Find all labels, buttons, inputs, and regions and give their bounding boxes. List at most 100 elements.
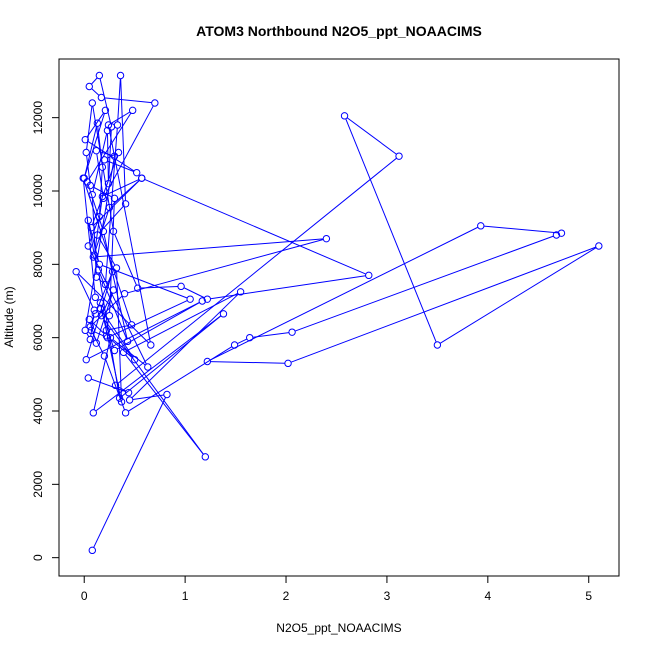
y-tick-label: 0 [31,554,45,561]
data-point [186,295,194,303]
series-segment [106,133,109,181]
series-segment [96,274,112,312]
data-point [98,192,107,201]
data-point [128,106,137,115]
series-segment [104,97,152,104]
data-point [95,260,104,269]
data-point [103,126,112,135]
series-segment [118,386,127,392]
series-segment [78,273,149,344]
series-segment [84,126,98,176]
data-point [90,251,99,259]
data-point [81,326,89,335]
series-segment [346,117,397,155]
series-segment [92,133,108,192]
data-point [99,194,108,203]
plot-frame [58,58,620,577]
series-segment [144,178,367,275]
data-point [102,326,111,335]
series-segment [108,337,133,358]
data-point [82,355,90,364]
data-point [102,332,111,340]
data-point [105,311,114,320]
data-point [595,242,603,250]
data-point [552,231,561,239]
series-segment [105,179,140,196]
data-point [97,93,106,102]
x-tick-label: 4 [484,589,491,603]
series-segment [93,397,167,548]
series-segment [183,287,205,299]
x-tick-label: 1 [182,589,189,603]
data-point [365,271,373,280]
data-point [81,135,89,144]
series-segment [126,292,239,352]
data-point [113,121,122,129]
y-axis: 0 2000 4000 6000 8000 10000 12000 [31,101,60,561]
data-point [134,284,142,292]
series-segment [94,199,103,253]
data-point [288,328,296,336]
data-point [82,148,90,157]
series-segment [99,170,103,214]
x-axis-label: N2O5_ppt_NOAACIMS [276,621,401,635]
data-point [121,409,130,417]
data-point [116,71,125,80]
series-segment [210,275,366,300]
data-point [120,289,129,298]
data-point [87,223,95,232]
data-point [106,333,115,342]
data-point [395,152,403,160]
series-segment [108,130,112,181]
series-segment [209,226,479,361]
series-segment [77,274,94,308]
data-point [125,396,134,404]
series-segment [112,339,146,366]
series-segment [84,113,105,176]
series-segment [83,181,96,295]
series-segment [210,361,285,364]
series-segment [86,155,91,183]
series-segment [237,338,248,345]
data-point [90,306,99,314]
data-point [96,299,105,307]
series-segment [117,157,397,384]
y-tick-label: 8000 [31,251,45,278]
chart-title: ATOM3 Northbound N2O5_ppt_NOAACIMS [196,23,482,39]
data-point [95,71,104,80]
data-point [103,333,112,342]
series-segment [483,225,559,234]
series-segment [345,118,437,343]
series-segment [92,332,104,354]
series-segment [96,238,324,258]
series-segment [121,315,222,397]
data-point [84,242,92,250]
data-point [93,119,102,127]
data-point [151,99,159,107]
series-segment [91,155,118,225]
data-point [92,339,101,347]
series-segment [117,78,121,122]
data-point [433,341,442,349]
data-point [87,326,95,335]
data-point [86,181,94,190]
data-point [88,546,96,555]
data-point [132,168,141,177]
series-segment [93,180,140,226]
data-point [100,156,109,164]
series-segment [109,325,129,331]
series-segment [104,105,154,196]
y-tick-label: 2000 [31,471,45,498]
series-segment [93,340,111,410]
data-point [138,174,146,182]
data-point [94,266,103,274]
data-point [89,409,98,417]
series-segment [99,78,112,124]
data-point [117,398,126,406]
data-point [110,346,119,355]
series-segment [96,153,104,196]
data-point [147,341,155,349]
data-point [198,297,206,305]
y-tick-label: 12000 [31,101,45,135]
